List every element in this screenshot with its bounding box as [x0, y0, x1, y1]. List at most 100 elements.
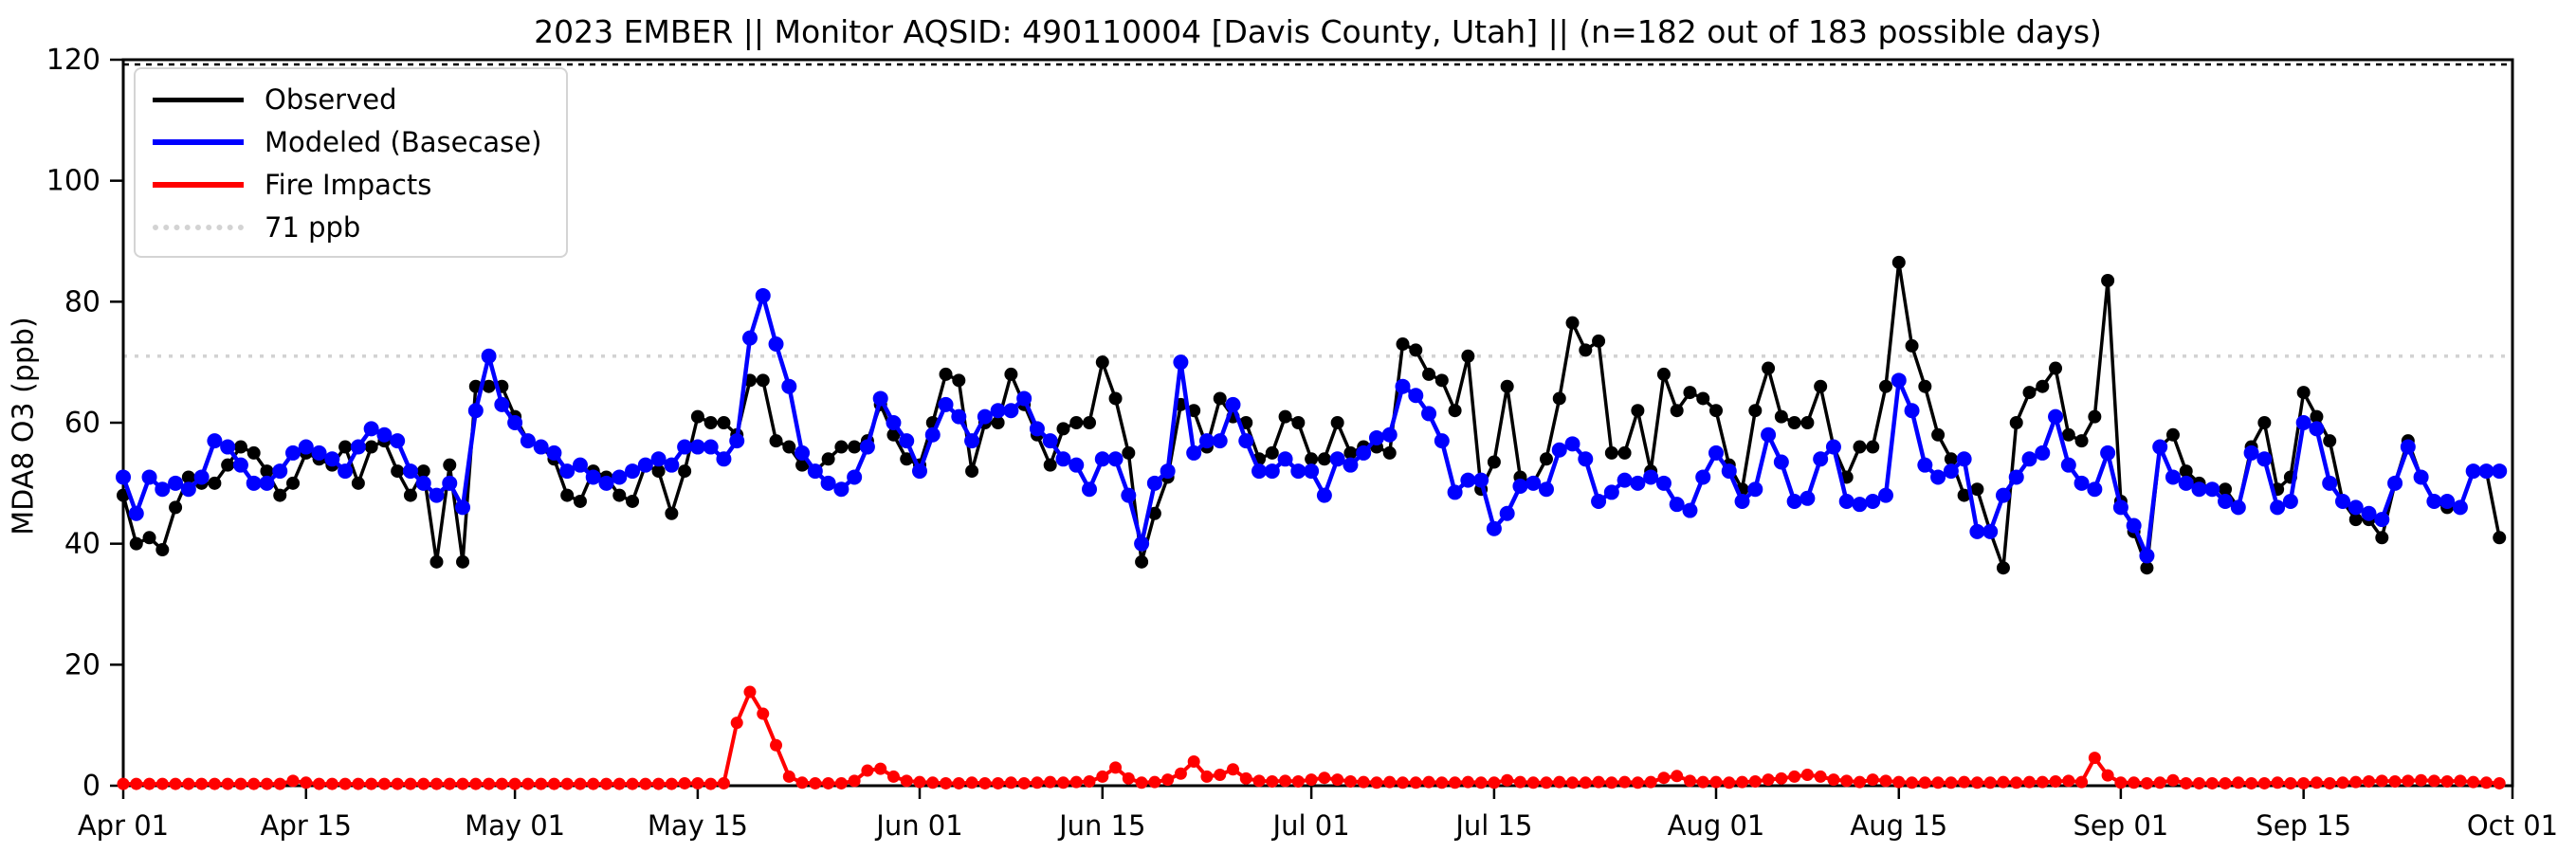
threshold-line-swatch — [153, 225, 244, 230]
modeled-basecase-marker — [912, 463, 927, 480]
modeled-basecase-marker — [2439, 493, 2456, 509]
y-tick-label: 60 — [64, 407, 100, 440]
modeled-basecase-marker — [1773, 454, 1789, 470]
observed-marker — [1762, 361, 1776, 375]
observed-line-swatch — [153, 97, 244, 102]
modeled-basecase-marker — [455, 499, 471, 516]
fire-impacts-marker — [2153, 776, 2166, 789]
fire-impacts-marker — [2440, 775, 2454, 789]
modeled-basecase-marker — [1447, 484, 1463, 500]
modeled-basecase-marker — [1786, 493, 1802, 509]
modeled-basecase-marker — [1290, 463, 1306, 480]
fire-impacts-marker — [1056, 776, 1069, 789]
fire-impacts-marker — [874, 762, 887, 775]
fire-impacts-marker — [247, 777, 261, 790]
modeled-basecase-marker — [1264, 463, 1280, 480]
modeled-basecase-marker — [2348, 499, 2364, 516]
modeled-basecase-marker — [1042, 433, 1058, 449]
fire-impacts-marker — [300, 776, 313, 789]
fire-impacts-marker — [2402, 774, 2415, 788]
modeled-basecase-marker — [1564, 436, 1580, 452]
modeled-basecase-marker — [1526, 475, 1542, 491]
observed-marker — [2049, 361, 2063, 375]
observed-marker — [1696, 391, 1710, 406]
fire-impacts-marker — [1174, 767, 1187, 780]
modeled-basecase-marker — [415, 475, 431, 491]
fire-impacts-marker — [2323, 776, 2336, 789]
observed-marker — [2257, 416, 2272, 429]
fire-impacts-marker — [639, 777, 652, 790]
modeled-basecase-marker — [193, 469, 210, 485]
fire-impacts-marker — [743, 685, 757, 699]
fire-impacts-marker — [1958, 775, 1971, 789]
observed-marker — [1579, 343, 1593, 357]
modeled-basecase-marker — [1891, 372, 1907, 389]
modeled-basecase-marker — [311, 445, 327, 461]
modeled-basecase-marker — [1316, 487, 1332, 503]
chart-title: 2023 EMBER || Monitor AQSID: 490110004 [… — [534, 13, 2102, 50]
fire-impacts-marker — [2036, 775, 2049, 789]
fire-impacts-marker — [1004, 776, 1017, 789]
fire-impacts-marker — [1291, 775, 1305, 789]
modeled-basecase-marker — [1943, 463, 1959, 480]
observed-marker — [1330, 416, 1344, 429]
modeled-basecase-marker — [1982, 523, 1999, 539]
modeled-basecase-marker — [1800, 490, 1816, 506]
modeled-basecase-marker — [612, 469, 628, 485]
observed-marker — [821, 452, 835, 466]
observed-marker — [1604, 445, 1618, 460]
fire-impacts-marker — [1501, 773, 1514, 787]
modeled-basecase-marker — [2452, 499, 2468, 516]
observed-marker — [443, 458, 457, 472]
fire-impacts-marker — [926, 776, 940, 789]
modeled-basecase-marker — [2021, 451, 2037, 467]
modeled-basecase-marker — [1865, 493, 1881, 509]
observed-marker — [1918, 379, 1932, 393]
modeled-basecase-marker — [376, 426, 393, 443]
fire-impacts-marker — [1161, 773, 1175, 787]
modeled-basecase-marker — [2139, 548, 2155, 564]
fire-impacts-marker — [1397, 776, 1410, 789]
fire-impacts-marker — [691, 776, 704, 789]
fire-impacts-marker — [1605, 776, 1618, 789]
modeled-basecase-marker — [1368, 429, 1384, 445]
fire-impacts-marker — [1906, 776, 1919, 789]
observed-marker — [782, 440, 796, 454]
fire-impacts-marker — [1553, 775, 1566, 789]
fire-impacts-marker — [1748, 775, 1762, 789]
observed-marker — [1709, 404, 1723, 418]
modeled-basecase-marker — [2492, 463, 2508, 480]
observed-marker — [560, 488, 575, 502]
fire-impacts-marker — [652, 777, 666, 790]
observed-marker — [703, 416, 718, 429]
fire-impacts-marker — [2284, 776, 2297, 789]
fire-impacts-marker — [1526, 776, 1540, 789]
fire-impacts-marker — [234, 777, 247, 790]
fire-impacts-marker — [182, 777, 195, 790]
fire-impacts-marker — [795, 776, 809, 789]
observed-marker — [1135, 554, 1149, 569]
y-tick-label: 120 — [46, 44, 100, 77]
fire-impacts-marker — [1409, 776, 1422, 789]
x-tick-label: Apr 01 — [78, 809, 169, 842]
modeled-basecase-marker — [2374, 512, 2390, 528]
observed-marker — [456, 554, 470, 569]
fire-impacts-marker — [2193, 776, 2206, 789]
observed-marker — [939, 367, 953, 381]
fire-impacts-marker — [1945, 776, 1958, 789]
observed-marker — [2022, 386, 2037, 400]
observed-marker — [1931, 427, 1946, 442]
modeled-basecase-marker — [2060, 457, 2076, 473]
x-tick-label: Oct 01 — [2467, 809, 2558, 842]
modeled-basecase-marker — [1878, 487, 1894, 503]
fire-impacts-marker — [2375, 774, 2388, 788]
fire-impacts-marker — [2062, 774, 2075, 788]
modeled-basecase-marker — [520, 433, 536, 449]
fire-impacts-marker — [2205, 776, 2219, 789]
modeled-basecase-marker — [481, 348, 497, 364]
modeled-basecase-marker — [886, 415, 902, 430]
modeled-basecase-marker — [1198, 433, 1215, 449]
fire-impacts-marker — [2180, 776, 2193, 789]
fire-line-swatch — [153, 182, 244, 188]
fire-impacts-marker — [365, 777, 378, 790]
